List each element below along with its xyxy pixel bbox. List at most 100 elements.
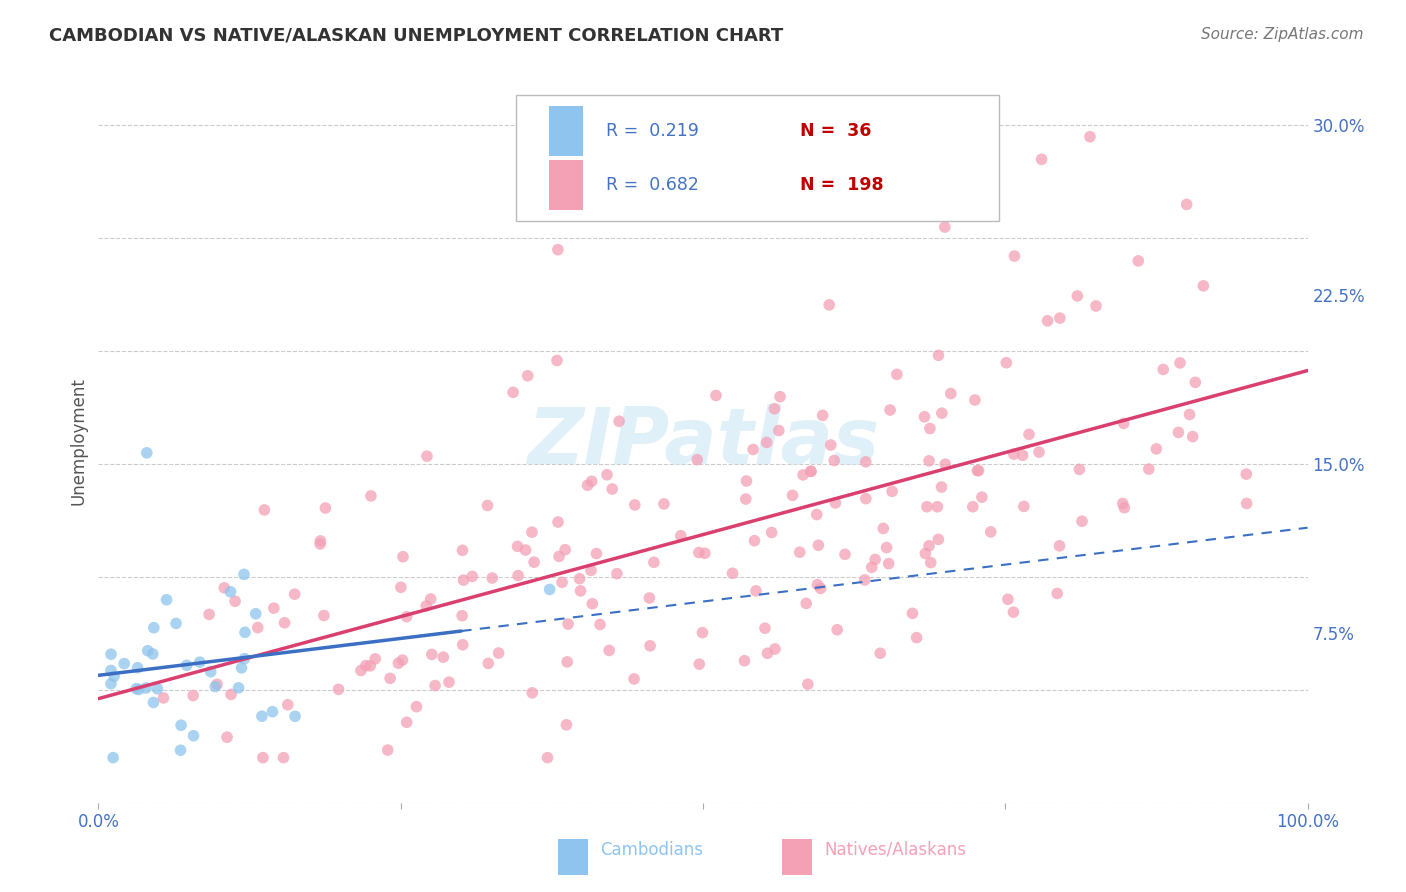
Point bbox=[309, 537, 332, 551]
Point bbox=[966, 464, 988, 478]
Point bbox=[914, 409, 936, 424]
Point bbox=[794, 596, 817, 610]
Point bbox=[1031, 153, 1053, 167]
Point bbox=[995, 356, 1018, 370]
Point bbox=[901, 607, 924, 621]
Point bbox=[963, 392, 986, 407]
Point bbox=[782, 488, 804, 502]
Point bbox=[797, 677, 820, 691]
Point bbox=[855, 455, 877, 469]
Point bbox=[934, 220, 956, 235]
Point bbox=[1178, 408, 1201, 422]
Point bbox=[860, 560, 883, 574]
Point bbox=[1112, 496, 1135, 510]
Point bbox=[231, 661, 253, 675]
Text: ZIPatlas: ZIPatlas bbox=[527, 403, 879, 480]
Point bbox=[516, 368, 538, 383]
Point bbox=[262, 705, 284, 719]
Point bbox=[219, 584, 242, 599]
Point bbox=[546, 353, 568, 368]
Point bbox=[568, 572, 591, 586]
Point bbox=[391, 653, 413, 667]
Point bbox=[252, 750, 274, 764]
Point bbox=[623, 672, 645, 686]
Point bbox=[146, 681, 169, 696]
Point bbox=[1071, 514, 1094, 528]
Point bbox=[1184, 376, 1206, 390]
Point bbox=[824, 496, 846, 510]
Point bbox=[962, 500, 984, 514]
Y-axis label: Unemployment: Unemployment bbox=[69, 377, 87, 506]
Point bbox=[477, 499, 499, 513]
Point bbox=[825, 623, 848, 637]
Point bbox=[246, 621, 269, 635]
Point bbox=[1004, 249, 1026, 263]
Point bbox=[1012, 500, 1035, 514]
Point bbox=[1175, 197, 1198, 211]
Point bbox=[1018, 427, 1040, 442]
Point bbox=[142, 696, 165, 710]
Point bbox=[127, 661, 149, 675]
Point bbox=[931, 406, 953, 420]
Point bbox=[515, 543, 537, 558]
Point bbox=[756, 646, 779, 660]
Point bbox=[980, 524, 1002, 539]
Point bbox=[250, 709, 273, 723]
Point bbox=[432, 650, 454, 665]
Point bbox=[392, 549, 415, 564]
Bar bbox=[550, 160, 583, 211]
Point bbox=[360, 489, 382, 503]
Point bbox=[581, 597, 603, 611]
Point bbox=[277, 698, 299, 712]
Point bbox=[312, 608, 335, 623]
Point bbox=[918, 454, 941, 468]
Point bbox=[607, 414, 630, 428]
Point bbox=[142, 621, 165, 635]
Point bbox=[547, 243, 569, 257]
Point bbox=[395, 609, 418, 624]
Point bbox=[125, 681, 148, 696]
Point bbox=[100, 676, 122, 690]
Point bbox=[245, 607, 267, 621]
Point bbox=[811, 409, 834, 423]
Point bbox=[598, 643, 620, 657]
Text: R =  0.682: R = 0.682 bbox=[606, 176, 699, 194]
Point bbox=[536, 750, 558, 764]
Point bbox=[364, 652, 387, 666]
Point bbox=[309, 533, 332, 548]
Point bbox=[423, 679, 446, 693]
Point bbox=[576, 478, 599, 492]
Point bbox=[214, 581, 236, 595]
Point bbox=[554, 542, 576, 557]
Point bbox=[169, 743, 191, 757]
Point bbox=[522, 686, 544, 700]
Point bbox=[745, 583, 768, 598]
Point bbox=[579, 563, 602, 577]
Text: CAMBODIAN VS NATIVE/ALASKAN UNEMPLOYMENT CORRELATION CHART: CAMBODIAN VS NATIVE/ALASKAN UNEMPLOYMENT… bbox=[49, 27, 783, 45]
Point bbox=[686, 452, 709, 467]
Point bbox=[502, 385, 524, 400]
Point bbox=[927, 500, 949, 514]
Point bbox=[1144, 442, 1167, 456]
Point bbox=[188, 655, 211, 669]
Point bbox=[273, 615, 295, 630]
Point bbox=[451, 608, 474, 623]
Bar bbox=[558, 838, 588, 875]
FancyBboxPatch shape bbox=[516, 95, 1000, 221]
Point bbox=[768, 424, 790, 438]
Point bbox=[755, 435, 778, 450]
Point bbox=[1236, 496, 1258, 510]
Point bbox=[488, 646, 510, 660]
Point bbox=[823, 453, 845, 467]
Point bbox=[754, 621, 776, 635]
Bar bbox=[550, 105, 583, 156]
Point bbox=[1128, 253, 1150, 268]
Point bbox=[389, 580, 412, 594]
Point bbox=[420, 648, 443, 662]
Point bbox=[1002, 605, 1025, 619]
Point bbox=[876, 541, 898, 555]
Point bbox=[1049, 311, 1071, 326]
Point bbox=[920, 556, 942, 570]
Point bbox=[328, 682, 350, 697]
Point bbox=[142, 647, 165, 661]
